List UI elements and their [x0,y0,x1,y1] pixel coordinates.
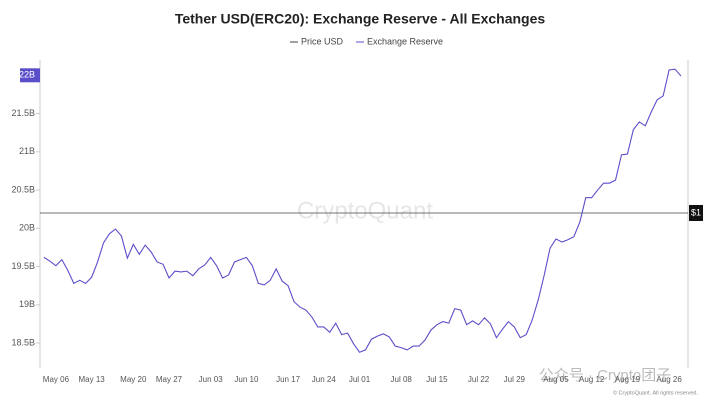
x-tick-label: Jul 22 [468,375,490,384]
y-tick-label: 18.5B [11,337,35,347]
series-line [43,68,682,353]
x-tick-label: May 27 [156,375,183,384]
x-tick-label: May 13 [79,375,106,384]
x-tick-label: Jun 10 [234,375,259,384]
x-tick-label: Aug 12 [579,375,605,384]
y-tick-label: 21B [19,146,35,156]
y-tick-label: 20.5B [11,184,35,194]
x-tick-label: Jul 08 [391,375,413,384]
y-tick-label: 21.5B [11,108,35,118]
x-tick-label: Jun 24 [312,375,337,384]
x-tick-label: Jun 03 [199,375,224,384]
x-tick-label: Jun 17 [276,375,301,384]
y-tick-highlight [20,68,40,83]
y2-tick-label: $1 [691,207,701,217]
watermark: CryptoQuant [297,197,433,224]
x-tick-label: Aug 26 [656,375,682,384]
overlay-text: 公众号 · Crypto团子 [539,367,672,384]
x-tick-label: May 20 [120,375,147,384]
y-tick-label: 19B [19,299,35,309]
x-tick-label: Jul 15 [426,375,448,384]
x-tick-label: Jul 01 [349,375,371,384]
legend-label: Price USD [301,36,344,46]
x-tick-label: Aug 05 [543,375,569,384]
y2-tick-box [689,205,703,221]
x-tick-label: Aug 19 [615,375,641,384]
x-tick-label: May 06 [43,375,70,384]
chart-title: Tether USD(ERC20): Exchange Reserve - Al… [175,11,546,27]
legend-label: Exchange Reserve [367,36,443,46]
y-tick-label: 19.5B [11,261,35,271]
y-tick-label: 20B [19,223,35,233]
footer: © CryptoQuant. All rights reserved. [613,389,699,396]
y-tick-label: 22B [19,70,35,80]
x-tick-label: Jul 29 [504,375,526,384]
